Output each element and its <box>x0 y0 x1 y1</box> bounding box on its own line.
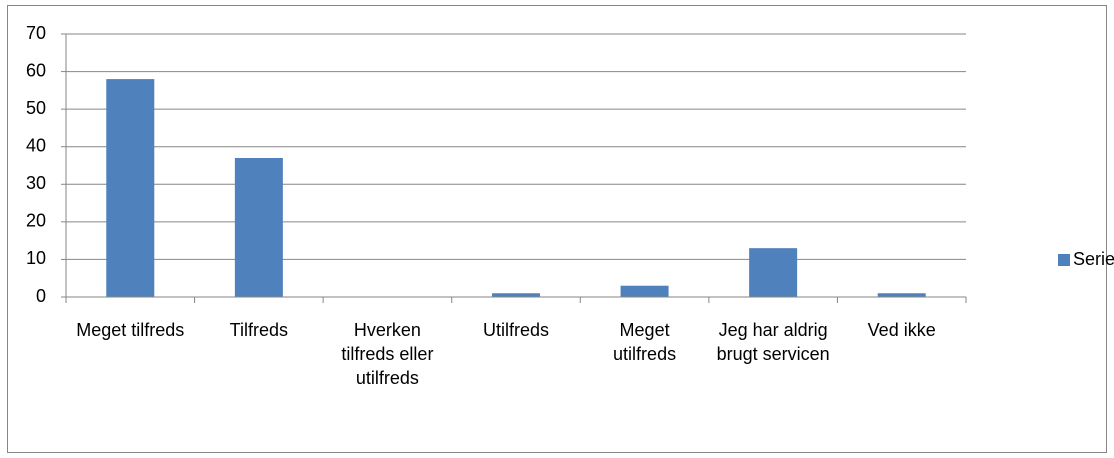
x-tick-label: Tilfreds <box>229 320 289 340</box>
y-tick-label: 20 <box>26 211 46 231</box>
legend-swatch <box>1058 254 1070 266</box>
y-tick-label: 0 <box>36 286 46 306</box>
x-tick-label: Utilfreds <box>482 320 549 340</box>
y-tick-label: 70 <box>26 23 46 43</box>
y-tick-label: 10 <box>26 248 46 268</box>
y-tick-label: 40 <box>26 135 46 155</box>
chart-frame <box>7 5 1107 453</box>
bar <box>106 79 155 297</box>
bar <box>492 293 540 297</box>
bar <box>234 157 283 297</box>
y-tick-label: 30 <box>26 173 46 193</box>
x-tick-label: Meget utilfreds <box>613 320 677 364</box>
x-tick-label: Meget tilfreds <box>76 320 185 340</box>
bar <box>620 285 669 297</box>
y-tick-label: 50 <box>26 98 46 118</box>
x-tick-label: Ved ikke <box>867 320 936 340</box>
x-tick-label: Hverken tilfreds eller utilfreds <box>341 320 434 388</box>
y-tick-label: 60 <box>26 60 46 80</box>
x-tick-label: Jeg har aldrig brugt servicen <box>716 320 830 364</box>
bar <box>749 248 798 297</box>
legend-label: Serie1 <box>1073 249 1114 269</box>
bar <box>877 293 926 297</box>
